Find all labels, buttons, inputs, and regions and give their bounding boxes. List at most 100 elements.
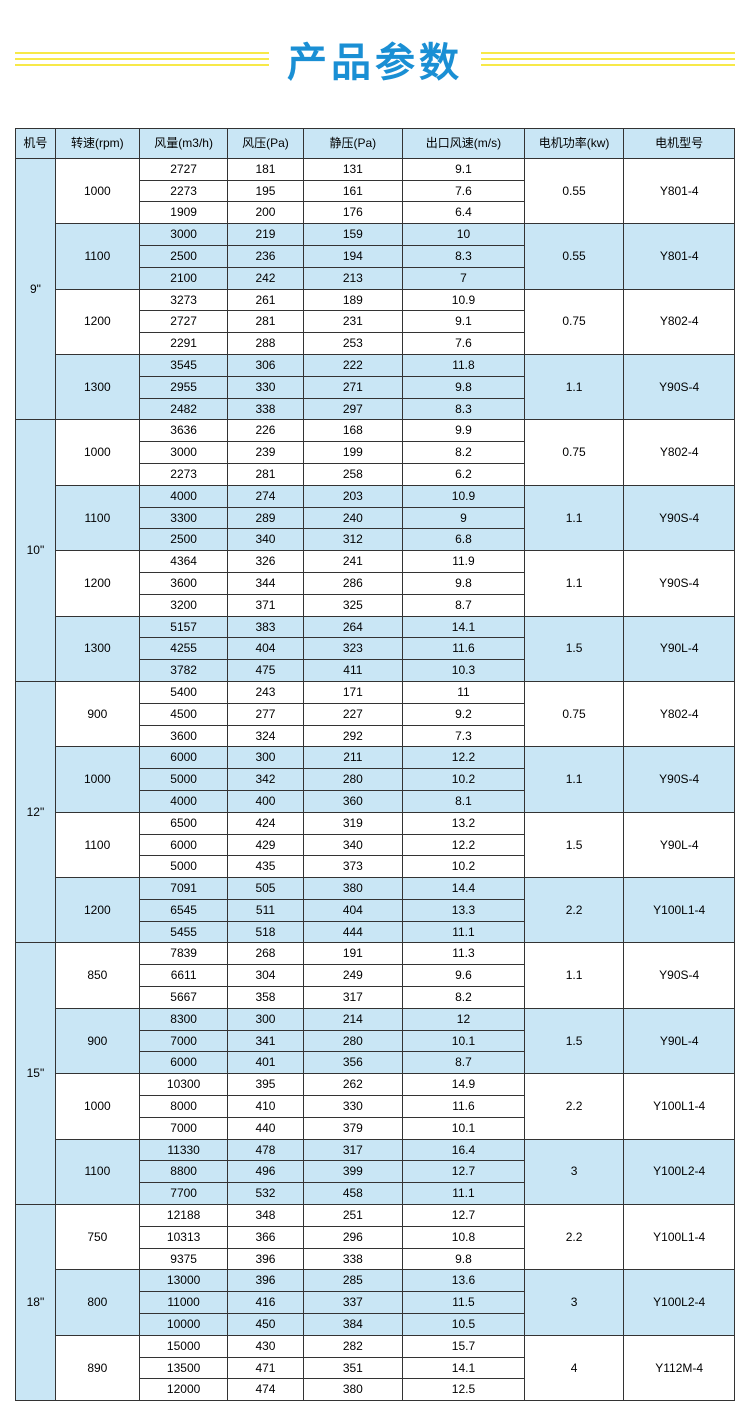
- data-cell: 11.3: [403, 943, 525, 965]
- data-cell: 12000: [139, 1379, 227, 1401]
- data-cell: 211: [303, 747, 403, 769]
- rpm-cell: 1000: [55, 420, 139, 485]
- data-cell: 11: [403, 681, 525, 703]
- data-cell: 5455: [139, 921, 227, 943]
- data-cell: 8.3: [403, 398, 525, 420]
- data-cell: 12.2: [403, 834, 525, 856]
- table-row: 10"100036362261689.90.75Y802-4: [16, 420, 735, 442]
- data-cell: 8800: [139, 1161, 227, 1183]
- data-cell: 296: [303, 1226, 403, 1248]
- data-cell: 297: [303, 398, 403, 420]
- data-cell: 410: [228, 1096, 303, 1118]
- data-cell: 10.8: [403, 1226, 525, 1248]
- data-cell: 379: [303, 1117, 403, 1139]
- data-cell: 471: [228, 1357, 303, 1379]
- data-cell: 280: [303, 1030, 403, 1052]
- data-cell: 9.1: [403, 311, 525, 333]
- data-cell: 214: [303, 1008, 403, 1030]
- table-row: 1300354530622211.81.1Y90S-4: [16, 354, 735, 376]
- data-cell: 306: [228, 354, 303, 376]
- power-cell: 1.5: [524, 1008, 624, 1073]
- title-line-right: [481, 52, 735, 66]
- data-cell: 10.9: [403, 289, 525, 311]
- power-cell: 0.75: [524, 420, 624, 485]
- model-cell: Y100L1-4: [624, 1205, 735, 1270]
- data-cell: 251: [303, 1205, 403, 1227]
- data-cell: 411: [303, 660, 403, 682]
- col-header: 机号: [16, 129, 56, 159]
- data-cell: 7000: [139, 1030, 227, 1052]
- machine-no-cell: 18": [16, 1205, 56, 1401]
- data-cell: 6611: [139, 965, 227, 987]
- data-cell: 11.5: [403, 1292, 525, 1314]
- data-cell: 195: [228, 180, 303, 202]
- data-cell: 8.1: [403, 790, 525, 812]
- data-cell: 3000: [139, 442, 227, 464]
- data-cell: 317: [303, 1139, 403, 1161]
- model-cell: Y90S-4: [624, 747, 735, 812]
- data-cell: 243: [228, 681, 303, 703]
- data-cell: 366: [228, 1226, 303, 1248]
- data-cell: 240: [303, 507, 403, 529]
- data-cell: 360: [303, 790, 403, 812]
- data-cell: 2273: [139, 463, 227, 485]
- data-cell: 344: [228, 572, 303, 594]
- data-cell: 213: [303, 267, 403, 289]
- power-cell: 1.5: [524, 812, 624, 877]
- data-cell: 317: [303, 987, 403, 1009]
- data-cell: 404: [228, 638, 303, 660]
- data-cell: 6000: [139, 834, 227, 856]
- data-cell: 271: [303, 376, 403, 398]
- data-cell: 14.1: [403, 1357, 525, 1379]
- data-cell: 11.6: [403, 1096, 525, 1118]
- model-cell: Y90L-4: [624, 616, 735, 681]
- data-cell: 300: [228, 1008, 303, 1030]
- data-cell: 14.1: [403, 616, 525, 638]
- data-cell: 399: [303, 1161, 403, 1183]
- data-cell: 274: [228, 485, 303, 507]
- rpm-cell: 900: [55, 681, 139, 746]
- model-cell: Y100L2-4: [624, 1270, 735, 1335]
- data-cell: 10.9: [403, 485, 525, 507]
- data-cell: 281: [228, 463, 303, 485]
- data-cell: 444: [303, 921, 403, 943]
- data-cell: 8.7: [403, 594, 525, 616]
- data-cell: 450: [228, 1314, 303, 1336]
- model-cell: Y802-4: [624, 420, 735, 485]
- data-cell: 258: [303, 463, 403, 485]
- data-cell: 2500: [139, 529, 227, 551]
- data-cell: 319: [303, 812, 403, 834]
- data-cell: 11.8: [403, 354, 525, 376]
- data-cell: 383: [228, 616, 303, 638]
- data-cell: 9.8: [403, 572, 525, 594]
- data-cell: 7839: [139, 943, 227, 965]
- data-cell: 3000: [139, 224, 227, 246]
- data-cell: 5400: [139, 681, 227, 703]
- data-cell: 4500: [139, 703, 227, 725]
- data-cell: 16.4: [403, 1139, 525, 1161]
- data-cell: 6.8: [403, 529, 525, 551]
- power-cell: 2.2: [524, 1074, 624, 1139]
- machine-no-cell: 9": [16, 158, 56, 420]
- rpm-cell: 750: [55, 1205, 139, 1270]
- data-cell: 6.2: [403, 463, 525, 485]
- data-cell: 219: [228, 224, 303, 246]
- table-row: 9008300300214121.5Y90L-4: [16, 1008, 735, 1030]
- rpm-cell: 1000: [55, 158, 139, 223]
- data-cell: 13500: [139, 1357, 227, 1379]
- data-cell: 2291: [139, 333, 227, 355]
- table-row: 11003000219159100.55Y801-4: [16, 224, 735, 246]
- data-cell: 356: [303, 1052, 403, 1074]
- page-title: 产品参数: [269, 30, 481, 88]
- data-cell: 8300: [139, 1008, 227, 1030]
- data-cell: 10.5: [403, 1314, 525, 1336]
- data-cell: 9.8: [403, 1248, 525, 1270]
- data-cell: 12188: [139, 1205, 227, 1227]
- data-cell: 7000: [139, 1117, 227, 1139]
- data-cell: 458: [303, 1183, 403, 1205]
- data-cell: 282: [303, 1335, 403, 1357]
- data-cell: 505: [228, 878, 303, 900]
- data-cell: 440: [228, 1117, 303, 1139]
- data-cell: 7091: [139, 878, 227, 900]
- data-cell: 236: [228, 245, 303, 267]
